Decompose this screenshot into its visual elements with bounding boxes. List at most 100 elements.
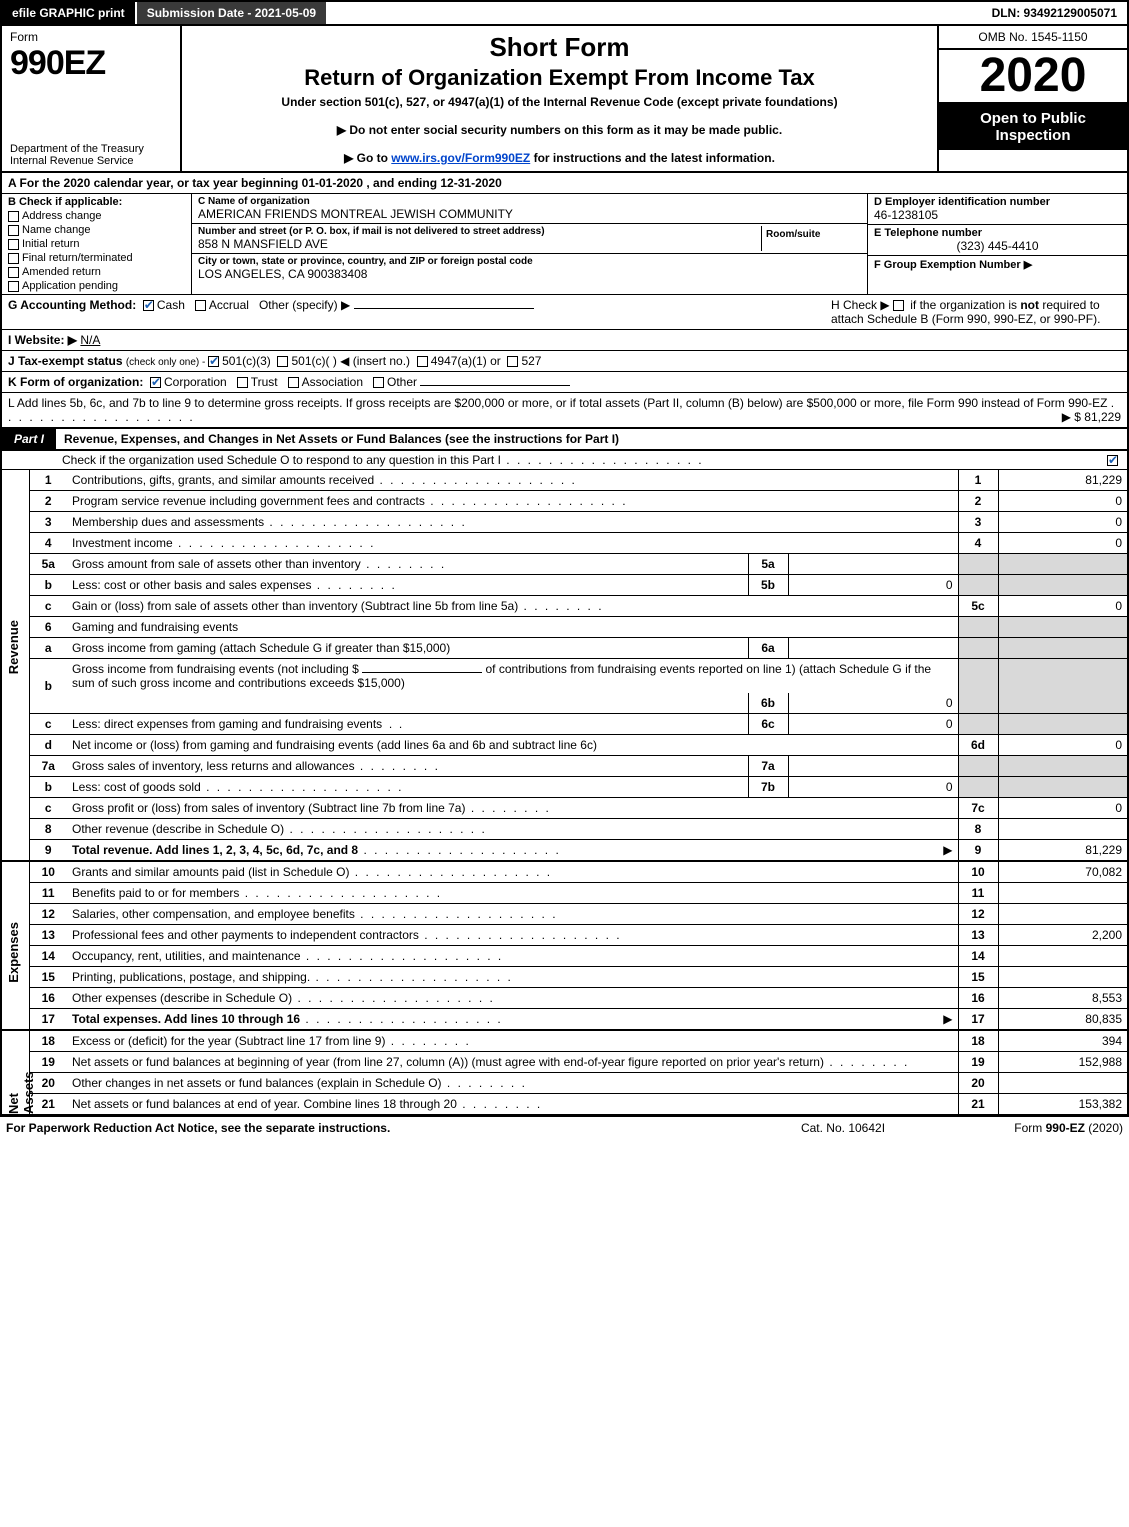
line-21: 21 Net assets or fund balances at end of… [1, 1094, 1128, 1115]
irs-link[interactable]: www.irs.gov/Form990EZ [391, 151, 530, 165]
ln-3-num: 3 [29, 512, 67, 533]
ln-18-dots [385, 1034, 470, 1048]
ln-11-rv [998, 883, 1128, 904]
line-15: 15 Printing, publications, postage, and … [1, 967, 1128, 988]
chk-application-pending-label: Application pending [22, 280, 118, 292]
ln-14-rv [998, 946, 1128, 967]
other-specify-line[interactable] [354, 308, 534, 309]
chk-501c3[interactable] [208, 356, 219, 367]
ln-13-num: 13 [29, 925, 67, 946]
ln-10-rn: 10 [958, 861, 998, 883]
ln-9-num: 9 [29, 840, 67, 862]
chk-application-pending[interactable]: Application pending [8, 280, 185, 292]
chk-cash[interactable] [143, 300, 154, 311]
ln-19-rv: 152,988 [998, 1052, 1128, 1073]
ln-12-rn: 12 [958, 904, 998, 925]
chk-initial-return-label: Initial return [22, 238, 79, 250]
chk-527-label: 527 [521, 354, 541, 368]
ln-11-desc: Benefits paid to or for members [72, 886, 442, 900]
chk-501c[interactable] [277, 356, 288, 367]
ln-15-desc: Printing, publications, postage, and shi… [72, 970, 513, 984]
chk-association[interactable] [288, 377, 299, 388]
chk-final-return[interactable]: Final return/terminated [8, 252, 185, 264]
part-1-sub-text: Check if the organization used Schedule … [62, 453, 704, 467]
line-20: 20 Other changes in net assets or fund b… [1, 1073, 1128, 1094]
ln-18-num: 18 [29, 1030, 67, 1052]
submission-date-button[interactable]: Submission Date - 2021-05-09 [137, 2, 328, 24]
section-j: J Tax-exempt status (check only one) - 5… [0, 351, 1129, 372]
chk-trust[interactable] [237, 377, 248, 388]
top-bar: efile GRAPHIC print Submission Date - 20… [0, 0, 1129, 26]
line-6a: a Gross income from gaming (attach Sched… [1, 638, 1128, 659]
ln-6-desc: Gaming and fundraising events [72, 620, 238, 634]
other-org-line[interactable] [420, 385, 570, 386]
chk-amended-return[interactable]: Amended return [8, 266, 185, 278]
ln-10-num: 10 [29, 861, 67, 883]
ln-15-rv [998, 967, 1128, 988]
note-goto: ▶ Go to www.irs.gov/Form990EZ for instru… [190, 151, 929, 165]
ln-7b-sb: 7b [748, 777, 788, 798]
ln-19-desc: Net assets or fund balances at beginning… [72, 1055, 824, 1069]
chk-name-change[interactable]: Name change [8, 224, 185, 236]
chk-corporation-label: Corporation [164, 375, 227, 389]
other-specify: Other (specify) ▶ [259, 298, 350, 312]
chk-corporation[interactable] [150, 377, 161, 388]
ln-5c-rv: 0 [998, 596, 1128, 617]
form-header: Form 990EZ Department of the Treasury In… [0, 26, 1129, 173]
line-5b: b Less: cost or other basis and sales ex… [1, 575, 1128, 596]
chk-527[interactable] [507, 356, 518, 367]
room-label: Room/suite [766, 229, 820, 240]
main-title: Return of Organization Exempt From Incom… [190, 65, 929, 91]
note2-post: for instructions and the latest informat… [530, 151, 775, 165]
chk-schedule-o-part1[interactable] [1107, 455, 1118, 466]
section-b-label: B Check if applicable: [8, 196, 122, 208]
efile-print-button[interactable]: efile GRAPHIC print [2, 2, 137, 24]
tel-value: (323) 445-4410 [874, 239, 1121, 253]
chk-4947[interactable] [417, 356, 428, 367]
note-ssn: ▶ Do not enter social security numbers o… [190, 123, 929, 137]
page-footer: For Paperwork Reduction Act Notice, see … [0, 1115, 1129, 1139]
ln-5b-rn [958, 575, 998, 596]
ln-7a-rn [958, 756, 998, 777]
form-label: Form [10, 30, 172, 44]
ln-7b-rn [958, 777, 998, 798]
ln-7c-rv: 0 [998, 798, 1128, 819]
ln-6c-desc: Less: direct expenses from gaming and fu… [72, 717, 382, 731]
website-value: N/A [80, 333, 100, 347]
ln-6b-rv [998, 659, 1128, 714]
ln-2-num: 2 [29, 491, 67, 512]
ln-17-dots [300, 1012, 503, 1026]
ln-17-desc: Total expenses. Add lines 10 through 16 [72, 1012, 300, 1026]
ln-7b-num: b [29, 777, 67, 798]
ln-14-rn: 14 [958, 946, 998, 967]
addr-value: 858 N MANSFIELD AVE [198, 237, 761, 251]
line-11: 11 Benefits paid to or for members 11 [1, 883, 1128, 904]
part-1-tag: Part I [2, 429, 56, 449]
chk-other-org[interactable] [373, 377, 384, 388]
chk-schedule-b[interactable] [893, 300, 904, 311]
ln-18-rv: 394 [998, 1030, 1128, 1052]
header-left: Form 990EZ Department of the Treasury In… [2, 26, 182, 171]
ln-2-rn: 2 [958, 491, 998, 512]
part-1-sub: Check if the organization used Schedule … [0, 451, 1129, 470]
line-6c: c Less: direct expenses from gaming and … [1, 714, 1128, 735]
ln-6a-sv [788, 638, 958, 659]
ln-4-desc: Investment income [72, 536, 375, 550]
chk-other-org-label: Other [387, 375, 417, 389]
ln-4-num: 4 [29, 533, 67, 554]
ln-6b-num: b [29, 659, 67, 714]
side-revenue: Revenue [1, 470, 29, 861]
ln-21-desc: Net assets or fund balances at end of ye… [72, 1097, 542, 1111]
section-h-pre: H Check ▶ [831, 298, 893, 312]
chk-accrual[interactable] [195, 300, 206, 311]
ln-20-desc: Other changes in net assets or fund bala… [72, 1076, 527, 1090]
side-expenses-label: Expenses [6, 922, 21, 983]
chk-address-change[interactable]: Address change [8, 210, 185, 222]
ln-6b-blank[interactable] [362, 672, 482, 673]
ln-6c-sv: 0 [788, 714, 958, 735]
ln-9-rn: 9 [958, 840, 998, 862]
line-7b: b Less: cost of goods sold 7b 0 [1, 777, 1128, 798]
ln-1-desc: Contributions, gifts, grants, and simila… [72, 473, 577, 487]
short-form-title: Short Form [190, 32, 929, 63]
chk-initial-return[interactable]: Initial return [8, 238, 185, 250]
